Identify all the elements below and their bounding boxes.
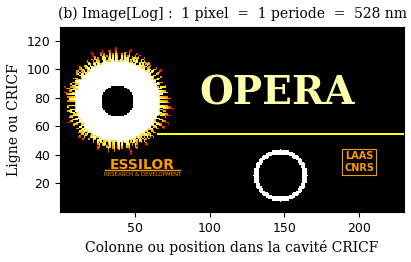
Text: ESSILOR: ESSILOR xyxy=(110,158,175,172)
Title: (b) Image[Log] :  1 pixel  =  1 periode  =  528 nm: (b) Image[Log] : 1 pixel = 1 periode = 5… xyxy=(58,7,406,21)
Y-axis label: Ligne ou CRICF: Ligne ou CRICF xyxy=(7,63,21,176)
Text: RESEARCH & DEVELOPMENT: RESEARCH & DEVELOPMENT xyxy=(104,172,181,177)
X-axis label: Colonne ou position dans la cavité CRICF: Colonne ou position dans la cavité CRICF xyxy=(85,240,379,255)
Text: OPERA: OPERA xyxy=(199,75,355,113)
Text: CNRS: CNRS xyxy=(265,170,295,180)
Text: LAAS
CNRS: LAAS CNRS xyxy=(344,151,374,173)
